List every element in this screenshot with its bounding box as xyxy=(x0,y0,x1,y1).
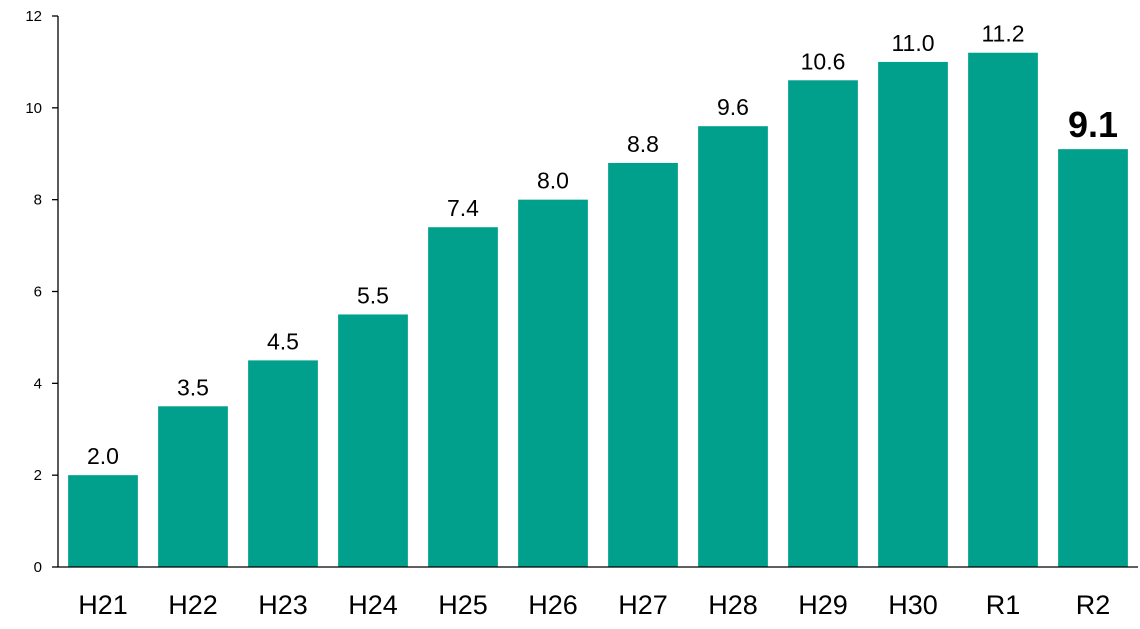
bar-value-label: 11.2 xyxy=(981,21,1024,47)
y-tick-label: 2 xyxy=(34,467,42,484)
bar-value-label: 9.6 xyxy=(717,94,749,120)
bar-value-label: 10.6 xyxy=(801,48,846,74)
x-category-label: R1 xyxy=(986,590,1021,620)
bar xyxy=(338,314,408,567)
x-category-label: R2 xyxy=(1076,590,1111,620)
y-axis-ticks: 0 2 4 6 8 10 12 xyxy=(25,8,58,576)
bar-value-label: 2.0 xyxy=(87,443,119,469)
axes xyxy=(57,16,1138,568)
x-category-label: H26 xyxy=(528,590,578,620)
x-category-label: H27 xyxy=(618,590,668,620)
bar xyxy=(518,199,588,567)
bar xyxy=(968,52,1038,567)
bar xyxy=(1058,149,1128,568)
bar-value-label: 9.1 xyxy=(1068,104,1118,145)
bar xyxy=(248,360,318,567)
data-labels: 2.0 3.5 4.5 5.5 7.4 8.0 8.8 9.6 10.6 11.0 11.2 9.1 xyxy=(87,21,1118,469)
x-category-label: H21 xyxy=(78,590,128,620)
bar-value-label: 4.5 xyxy=(267,328,299,354)
x-category-label: H29 xyxy=(798,590,848,620)
y-tick-label: 10 xyxy=(25,100,42,117)
bar-value-label: 8.0 xyxy=(537,168,569,194)
bars xyxy=(68,52,1128,568)
bar xyxy=(788,80,858,568)
bar-value-label: 5.5 xyxy=(357,282,389,308)
bar xyxy=(608,162,678,567)
bar-value-label: 3.5 xyxy=(177,374,209,400)
y-tick-label: 4 xyxy=(34,375,42,392)
y-tick-label: 8 xyxy=(34,192,42,209)
y-tick-label: 12 xyxy=(25,8,42,25)
x-category-label: H28 xyxy=(708,590,758,620)
bar xyxy=(698,126,768,567)
x-axis-labels: H21 H22 H23 H24 H25 H26 H27 H28 H29 H30 R1 R2 xyxy=(78,590,1110,620)
x-category-label: H22 xyxy=(168,590,218,620)
bar xyxy=(878,61,948,568)
bar-value-label: 11.0 xyxy=(891,30,934,56)
bar-value-label: 8.8 xyxy=(627,131,659,157)
y-tick-label: 0 xyxy=(34,559,42,576)
x-category-label: H30 xyxy=(888,590,938,620)
x-category-label: H25 xyxy=(438,590,488,620)
x-category-label: H23 xyxy=(258,590,308,620)
bar-value-label: 7.4 xyxy=(447,195,479,221)
y-tick-label: 6 xyxy=(34,284,42,301)
bar xyxy=(158,406,228,567)
x-category-label: H24 xyxy=(348,590,398,620)
bar xyxy=(68,475,138,567)
bar xyxy=(428,227,498,567)
